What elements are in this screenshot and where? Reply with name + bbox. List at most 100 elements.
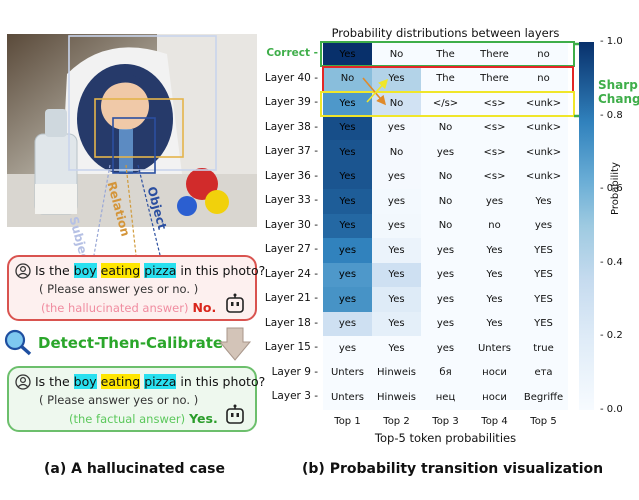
heatmap-cell: Yes <box>323 42 372 67</box>
subject-word: boy <box>73 374 97 389</box>
heatmap-cell: Yes <box>323 164 372 189</box>
heatmap-cell: The <box>421 42 470 67</box>
row-label: Layer 38 - <box>264 120 318 133</box>
correct-row-highlight <box>320 41 575 67</box>
heatmap-cell: yes <box>372 164 421 189</box>
heatmap-cell: <s> <box>470 164 519 189</box>
heatmap-cell: yes <box>421 140 470 165</box>
heatmap-cell: <s> <box>470 115 519 140</box>
row-label: Layer 30 - <box>264 218 318 231</box>
heatmap-cell: yes <box>323 336 372 361</box>
heatmap-cell: Unters <box>470 336 519 361</box>
row-label: Layer 24 - <box>264 267 318 280</box>
heatmap-cell: Yes <box>372 336 421 361</box>
colorbar-tick: - 0.4 <box>600 256 623 268</box>
question-prefix: Is the <box>35 263 70 278</box>
hallucinated-answer: No. <box>192 300 217 315</box>
hallucination-example-photo <box>7 34 257 227</box>
heatmap-cell: yes <box>372 115 421 140</box>
colorbar <box>579 42 594 410</box>
row-label: Correct - <box>266 47 318 59</box>
question-instruction: ( Please answer yes or no. ) <box>39 282 199 296</box>
row-label: Layer 37 - <box>264 145 318 157</box>
heatmap-cell: ета <box>519 360 568 385</box>
method-label: Detect-Then-Calibrate <box>38 334 224 352</box>
row-label: Layer 9 - <box>271 365 318 378</box>
heatmap-cell: YES <box>519 287 568 312</box>
heatmap-cell: No <box>421 189 470 214</box>
relation-word: eating <box>100 374 141 389</box>
heatmap-cell: Yes <box>323 189 372 214</box>
hallucinated-question-box: Is the boy eating pizza in this photo? (… <box>7 255 265 321</box>
heatmap-cell: yes <box>470 189 519 214</box>
question-text: Is the boy eating pizza in this photo? <box>35 263 265 278</box>
row-label: Layer 39 - <box>264 96 318 108</box>
sharp-change-label: Sharp Change! <box>598 78 639 106</box>
heatmap-cell: no <box>470 213 519 238</box>
heatmap-cell: YES <box>519 311 568 336</box>
question-prefix: Is the <box>35 374 70 389</box>
row-label: Layer 27 - <box>264 243 318 255</box>
factual-answer: Yes. <box>189 411 218 426</box>
heatmap-cell: There <box>470 66 519 91</box>
heatmap-cell: no <box>519 66 568 91</box>
heatmap-cell: Yes <box>323 213 372 238</box>
column-label: Top 4 <box>481 416 508 427</box>
heatmap-cell: <unk> <box>519 91 568 116</box>
colorbar-tick: - 1.0 <box>600 36 623 47</box>
column-label: Top 3 <box>432 416 459 427</box>
heatmap-cell: Yes <box>470 262 519 287</box>
heatmap-cell: Yes <box>470 238 519 263</box>
row-label: Layer 21 - <box>264 292 318 304</box>
heatmap-cell: No <box>421 115 470 140</box>
heatmap-cell: бя <box>421 360 470 385</box>
layer39-row-highlight <box>320 91 575 117</box>
chart-title: Probability distributions between layers <box>331 26 560 40</box>
robot-icon <box>226 404 244 424</box>
heatmap-cell: носи <box>470 360 519 385</box>
heatmap-cell: yes <box>372 213 421 238</box>
heatmap-cell: yes <box>421 287 470 312</box>
question-suffix: in this photo? <box>180 263 266 278</box>
heatmap-cell: <unk> <box>519 140 568 165</box>
heatmap-cell: Hinweis <box>372 385 421 410</box>
heatmap-cell: Yes <box>470 287 519 312</box>
colorbar-tick: - 0.2 <box>600 330 623 342</box>
x-axis-label: Top-5 token probabilities <box>374 431 517 445</box>
relation-word: eating <box>100 263 141 278</box>
heatmap-cell: No <box>372 42 421 67</box>
heatmap-cell: yes <box>421 262 470 287</box>
colorbar-tick: - 0.0 <box>600 404 623 415</box>
heatmap-cell: Yes <box>372 311 421 336</box>
heatmap-cell: YES <box>519 238 568 263</box>
factual-answer-line: (the factual answer) Yes. <box>69 411 218 426</box>
right-caption: (b) Probability transition visualization <box>302 461 604 477</box>
user-icon <box>15 374 31 390</box>
heatmap-cell: Yes <box>470 311 519 336</box>
row-label: Layer 18 - <box>264 316 318 329</box>
heatmap-cell: yes <box>323 287 372 312</box>
heatmap-cell: <s> <box>470 91 519 116</box>
heatmap-cell: <unk> <box>519 115 568 140</box>
row-label: Layer 40 - <box>264 71 318 84</box>
heatmap-cell: no <box>519 42 568 67</box>
heatmap-cell: yes <box>323 238 372 263</box>
heatmap-cell: Unters <box>323 385 372 410</box>
relation-arrows <box>93 164 161 256</box>
row-label: Layer 15 - <box>264 341 318 353</box>
heatmap-cell: Yes <box>323 140 372 165</box>
hallucinated-note: (the hallucinated answer) <box>41 301 189 315</box>
column-label: Top 2 <box>383 416 410 427</box>
swap-arrows <box>362 77 389 106</box>
heatmap-cell: yes <box>372 189 421 214</box>
factual-note: (the factual answer) <box>69 412 186 426</box>
user-icon <box>15 263 31 279</box>
heatmap-cell: Unters <box>323 360 372 385</box>
question-instruction: ( Please answer yes or no. ) <box>39 393 199 407</box>
heatmap-cell: The <box>421 66 470 91</box>
heatmap-cell: нец <box>421 385 470 410</box>
object-word: pizza <box>144 263 177 278</box>
heatmap-cell: Begriffe <box>519 385 568 410</box>
row-label: Layer 33 - <box>264 194 318 206</box>
robot-icon <box>226 293 244 313</box>
